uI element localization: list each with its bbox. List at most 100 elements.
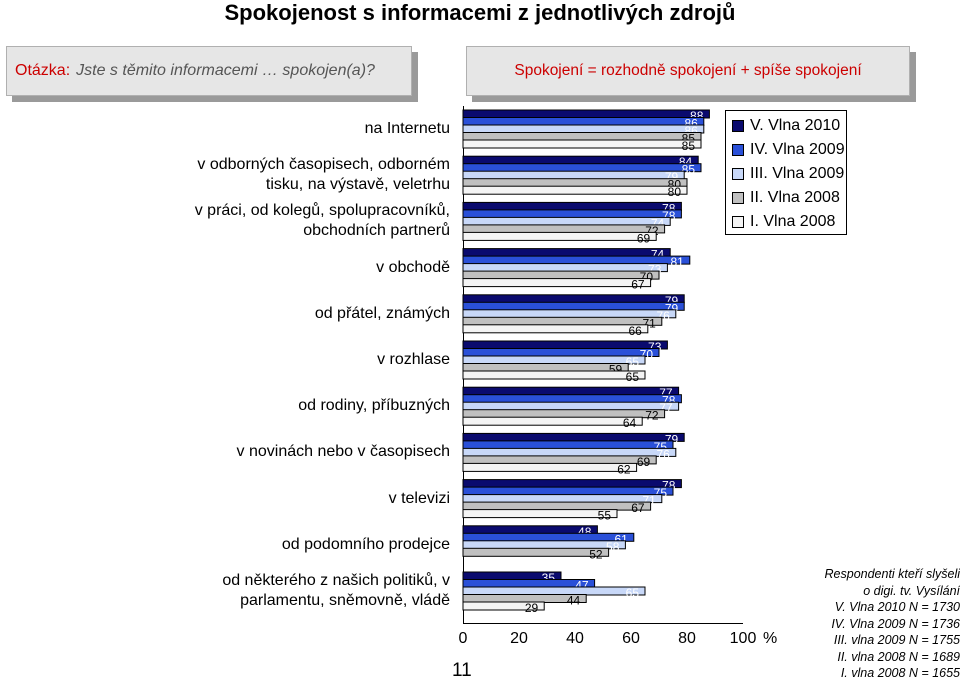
bar-6-1 [462, 394, 682, 404]
bar-2-2 [462, 216, 671, 226]
legend-item: II. Vlna 2008 [732, 186, 846, 210]
question-label: Otázka: [15, 62, 71, 79]
question-box: Otázka: Jste s těmito informacemi … spok… [6, 46, 412, 96]
page-title: Spokojenost s informacemi z jednotlivých… [224, 0, 736, 25]
category-label: v odborných časopisech, odborném tisku, n… [197, 156, 450, 194]
definition-text: Spokojení = rozhodně spokojení + spíše s… [514, 62, 862, 79]
bar-0-0 [462, 109, 710, 119]
bar-3-4 [462, 278, 652, 288]
bar-8-0 [462, 479, 682, 489]
bar-2-4 [462, 231, 657, 241]
category-label: od rodiny, příbuzných [298, 397, 450, 415]
note-line: V. Vlna 2010 N = 1730 [834, 600, 960, 614]
note-line: III. vlna 2009 N = 1755 [833, 633, 960, 647]
note-line: II. vlna 2008 N = 1689 [837, 649, 960, 664]
bar-value-8-4: 55 [598, 509, 612, 523]
x-axis-unit: % [763, 630, 778, 647]
bar-value-3-4: 67 [631, 278, 645, 292]
note-line: Respondenti kteří slyšeli [824, 567, 960, 581]
note-line: o digi. tv. Vysílání [863, 583, 960, 598]
bar-4-1 [462, 301, 685, 311]
bar-8-4 [462, 509, 618, 519]
legend-item: V. Vlna 2010 [732, 114, 846, 138]
bar-2-1 [462, 209, 682, 219]
bar-value-10-3: 44 [567, 594, 581, 608]
legend-swatch [732, 168, 744, 180]
bar-3-2 [462, 263, 668, 273]
bar-value-0-4: 85 [682, 139, 696, 153]
legend-label: III. Vlna 2009 [750, 165, 845, 182]
note-line: IV. Vlna 2009 N = 1736 [831, 616, 960, 631]
x-tick-label: 20 [510, 630, 528, 647]
bar-10-4 [462, 601, 545, 611]
bar-7-1 [462, 440, 674, 450]
bar-1-4 [462, 185, 688, 195]
bar-7-0 [462, 432, 685, 442]
legend-label: IV. Vlna 2009 [750, 141, 845, 158]
legend-item: I. Vlna 2008 [732, 210, 846, 234]
x-tick-label: 60 [622, 630, 640, 647]
bar-value-10-2: 65 [626, 586, 640, 600]
category-label: na Internetu [364, 120, 450, 137]
bar-value-3-1: 81 [670, 255, 684, 269]
bar-6-4 [462, 416, 643, 426]
bar-value-5-4: 65 [626, 370, 640, 384]
category-label: v obchodě [376, 258, 450, 276]
legend-label: II. Vlna 2008 [750, 189, 840, 206]
bar-2-3 [462, 224, 666, 234]
bar-value-7-3: 69 [637, 455, 651, 469]
bar-1-3 [462, 178, 688, 188]
bar-5-4 [462, 370, 646, 380]
bar-value-6-3: 72 [645, 409, 659, 423]
bar-value-1-4: 80 [668, 185, 682, 199]
bar-value-5-2: 65 [626, 355, 640, 369]
bar-0-1 [462, 117, 705, 126]
slide-number: 11 [452, 660, 472, 681]
bar-1-2 [462, 170, 685, 180]
bar-value-8-3: 67 [631, 501, 645, 515]
bar-7-4 [462, 462, 638, 472]
category-label: v televizi [388, 489, 450, 507]
definition-box: Spokojení = rozhodně spokojení + spíše s… [466, 46, 910, 96]
legend-label: V. Vlna 2010 [750, 117, 841, 134]
bar-value-9-2: 58 [606, 540, 620, 554]
bar-4-0 [462, 294, 685, 304]
bar-value-7-2: 76 [656, 447, 670, 461]
bar-value-2-4: 69 [637, 231, 651, 245]
bar-5-3 [462, 363, 629, 372]
category-label: od některého z našich politiků, v parlame… [222, 572, 450, 609]
bar-9-3 [462, 547, 610, 557]
bar-0-2 [462, 124, 705, 134]
bar-5-0 [462, 340, 668, 350]
legend-swatch [732, 144, 744, 156]
note-line: I. vlna 2008 N = 1655 [840, 666, 960, 680]
legend: V. Vlna 2010 IV. Vlna 2009 III. Vlna 2009 I… [725, 110, 847, 235]
x-tick-label: 100 [729, 630, 757, 647]
bar-3-0 [462, 248, 671, 258]
bar-value-1-1: 85 [682, 163, 696, 177]
sample-notes: Respondenti kteří slyšeli o digi. tv. Vys… [790, 566, 960, 682]
bar-10-2 [462, 586, 646, 596]
x-tick-label: 80 [678, 630, 696, 647]
legend-item: III. Vlna 2009 [732, 162, 846, 186]
x-tick-label: 40 [566, 630, 584, 647]
x-tick-label: 0 [458, 630, 468, 647]
category-label: v novinách nebo v časopisech [236, 443, 450, 461]
bar-value-9-3: 52 [589, 547, 603, 561]
legend-swatch [732, 216, 744, 228]
bar-value-6-4: 64 [623, 416, 637, 430]
bar-0-4 [462, 139, 702, 149]
bar-3-3 [462, 270, 660, 280]
bar-value-7-4: 62 [617, 462, 631, 476]
question-text: Jste s těmito informacemi … spokojen(a)? [76, 62, 375, 79]
category-label: od podomního prodejce [281, 535, 450, 553]
category-label: od přátel, známých [314, 304, 450, 322]
bar-value-10-4: 29 [525, 601, 539, 615]
bar-2-0 [462, 201, 682, 211]
legend-swatch [732, 120, 744, 132]
bar-6-0 [462, 386, 680, 396]
bar-0-3 [462, 132, 702, 141]
bar-8-3 [462, 501, 652, 511]
legend-swatch [732, 192, 744, 204]
